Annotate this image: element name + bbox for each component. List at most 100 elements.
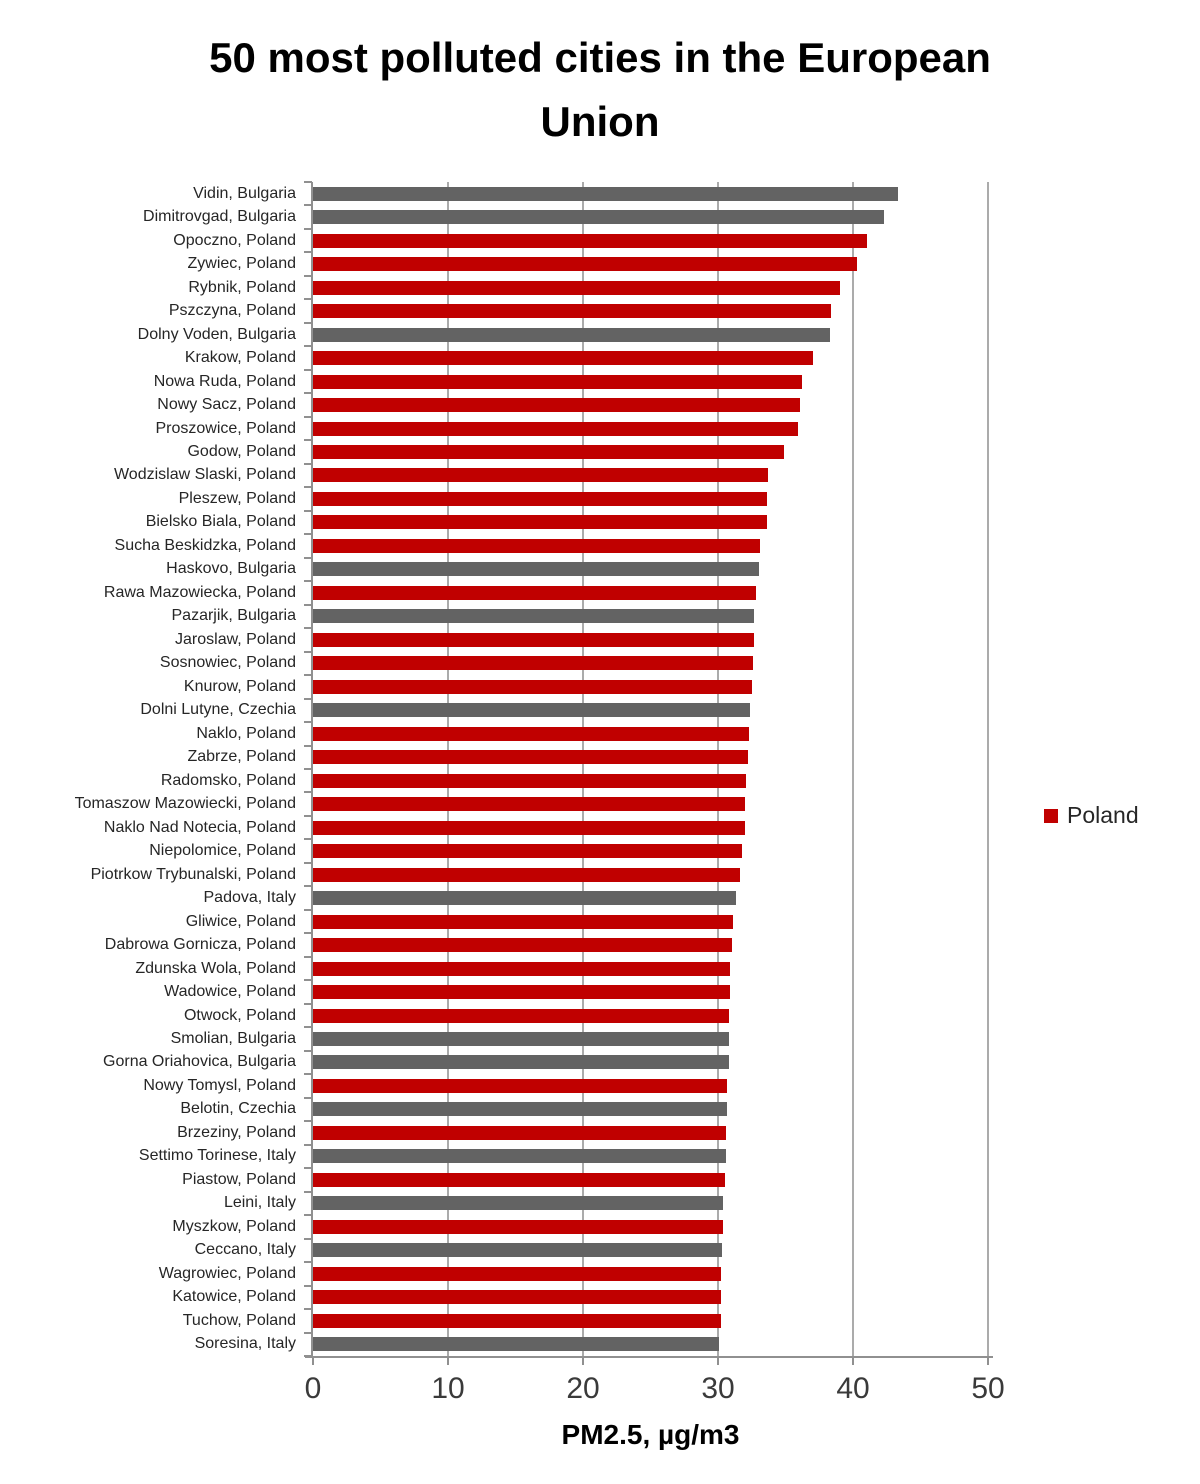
bar-naklo-poland[interactable] [313,726,750,741]
bar-dimitrovgad-bulgaria[interactable] [313,210,885,225]
bar-smolian-bulgaria[interactable] [313,1032,729,1046]
bar-row [313,746,988,769]
category-label: Brzeziny, Poland [177,1123,296,1141]
category-label: Vidin, Bulgaria [193,184,296,202]
bar-row [313,229,988,252]
bar-jaroslaw-poland[interactable] [313,632,755,647]
y-tick [304,251,312,254]
bar-row [313,417,988,440]
bar-dolni-lutyne-czechia[interactable] [313,703,751,718]
bar-tomaszow-mazowiecki-poland[interactable] [313,797,745,812]
plot-area [313,182,989,1356]
y-tick [304,345,312,348]
bar-myszkow-poland[interactable] [313,1219,724,1234]
bar-belotin-czechia[interactable] [313,1102,728,1117]
bar-rawa-mazowiecka-poland[interactable] [313,585,756,600]
y-tick [304,486,312,489]
y-tick [304,908,312,911]
bar-zdunska-wola-poland[interactable] [313,961,731,976]
bar-piotrkow-trybunalski-poland[interactable] [313,867,740,882]
bar-opoczno-poland[interactable] [313,233,867,248]
bar-krakow-poland[interactable] [313,351,813,366]
category-label: Zywiec, Poland [187,255,297,273]
category-label: Knurow, Poland [183,677,296,695]
bar-dabrowa-gornicza-poland[interactable] [313,938,732,953]
category-label: Nowy Tomysl, Poland [143,1076,296,1094]
bar-zywiec-poland[interactable] [313,257,858,272]
y-tick [304,1214,312,1217]
bar-nowy-sacz-poland[interactable] [313,398,801,413]
bar-proszowice-poland[interactable] [313,421,798,436]
legend[interactable]: Poland [1044,802,1139,829]
bar-sucha-beskidzka-poland[interactable] [313,538,760,553]
category-label: Bielsko Biala, Poland [145,513,296,531]
category-label: Pszczyna, Poland [168,302,296,320]
y-tick [304,1237,312,1240]
category-label: Soresina, Italy [194,1335,296,1353]
category-label: Krakow, Poland [184,349,296,367]
bar-row [313,1074,988,1097]
category-label: Pazarjik, Bulgaria [171,607,297,625]
bar-settimo-torinese-italy[interactable] [313,1149,727,1164]
bar-ceccano-italy[interactable] [313,1243,723,1258]
bar-wadowice-poland[interactable] [313,985,731,1000]
bar-haskovo-bulgaria[interactable] [313,562,759,577]
bar-leini-italy[interactable] [313,1196,724,1211]
category-label: Smolian, Bulgaria [170,1030,296,1047]
category-label: Proszowice, Poland [155,419,296,437]
bar-tuchow-poland[interactable] [313,1313,721,1328]
bar-row [313,487,988,510]
y-tick [304,580,312,583]
category-label: Zabrze, Poland [187,748,296,766]
bar-row [313,299,988,322]
bar-pazarjik-bulgaria[interactable] [313,609,755,624]
category-label: Naklo Nad Notecia, Poland [103,818,296,836]
bar-pleszew-poland[interactable] [313,491,767,506]
bar-row [313,699,988,722]
bar-row [313,511,988,534]
bar-bielsko-biala-poland[interactable] [313,515,767,530]
category-label: Radomsko, Poland [160,771,296,789]
y-tick [304,462,312,465]
category-label: Godow, Poland [187,443,296,460]
y-tick [304,697,312,700]
bar-brzeziny-poland[interactable] [313,1125,727,1140]
category-label: Pleszew, Poland [178,489,296,507]
y-tick [304,955,312,958]
bar-rybnik-poland[interactable] [313,280,840,295]
x-tick-label-50: 50 [971,1372,1005,1405]
bar-soresina-italy[interactable] [313,1337,720,1352]
bar-vidin-bulgaria[interactable] [313,186,898,201]
y-tick [304,1049,312,1052]
bar-niepolomice-poland[interactable] [313,844,743,859]
bar-sosnowiec-poland[interactable] [313,656,754,671]
bar-nowa-ruda-poland[interactable] [313,374,802,389]
category-label: Naklo, Poland [196,724,296,742]
bar-wodzislaw-slaski-poland[interactable] [313,468,768,483]
bar-wagrowiec-poland[interactable] [313,1266,721,1281]
bar-padova-italy[interactable] [313,891,736,906]
bar-otwock-poland[interactable] [313,1008,729,1023]
bar-zabrze-poland[interactable] [313,750,748,765]
bar-piastow-poland[interactable] [313,1172,725,1187]
bar-knurow-poland[interactable] [313,679,752,694]
bar-katowice-poland[interactable] [313,1290,721,1305]
bar-godow-poland[interactable] [313,445,785,459]
bar-pszczyna-poland[interactable] [313,304,832,319]
bar-row [313,464,988,487]
y-tick [304,439,312,442]
bar-gorna-oriahovica-bulgaria[interactable] [313,1055,729,1070]
x-tick-10 [447,1358,449,1365]
category-label: Dimitrovgad, Bulgaria [143,208,296,226]
chart-title-line-1: 50 most polluted cities in the European [209,34,991,81]
y-tick [304,509,312,512]
y-tick [304,392,312,395]
bar-row [313,1168,988,1191]
bar-nowy-tomysl-poland[interactable] [313,1078,728,1093]
category-label: Piastow, Poland [182,1170,296,1188]
bar-dolny-voden-bulgaria[interactable] [313,327,831,342]
legend-label-poland: Poland [1067,802,1139,828]
bar-naklo-nad-notecia-poland[interactable] [313,820,745,835]
bar-gliwice-poland[interactable] [313,914,733,929]
bar-radomsko-poland[interactable] [313,773,747,788]
